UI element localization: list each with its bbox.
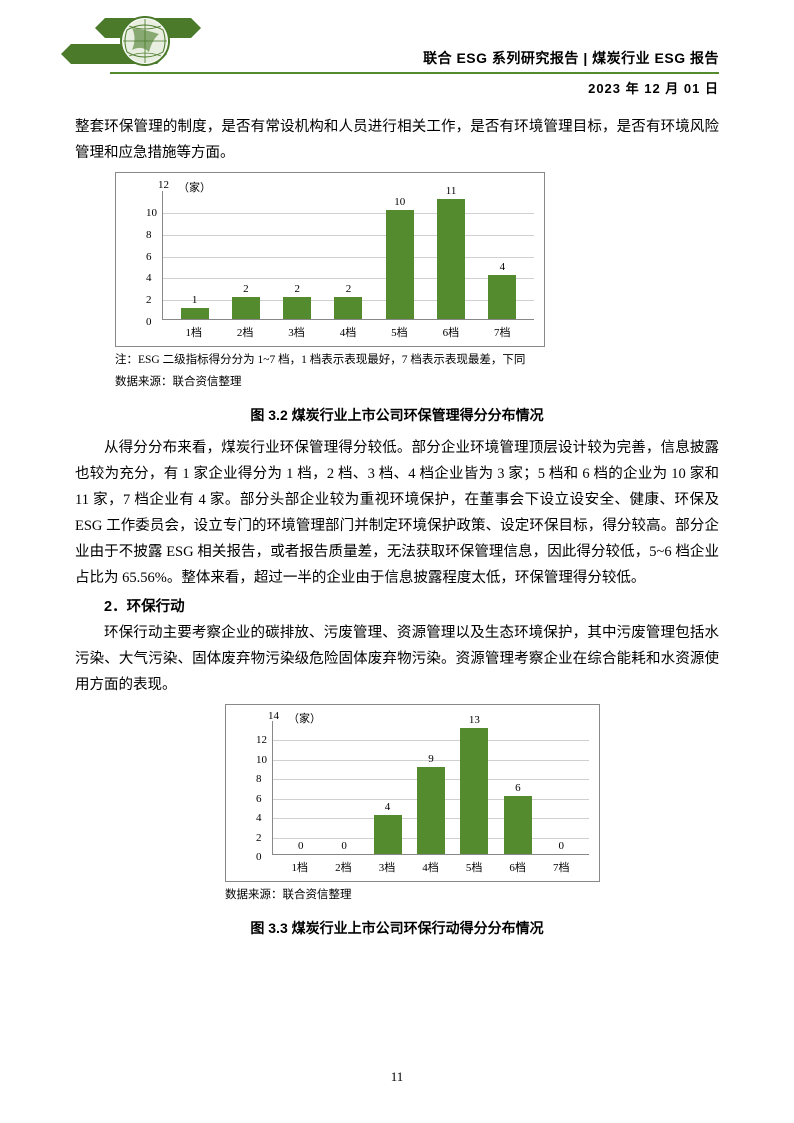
chart1-x-label: 1档 <box>168 324 219 340</box>
page-number: 11 <box>0 1069 794 1085</box>
chart2-ytick: 4 <box>256 812 595 824</box>
content: 整套环保管理的制度，是否有常设机构和人员进行相关工作，是否有环境管理目标，是否有… <box>75 112 719 938</box>
page-header: 联合 ESG 系列研究报告 | 煤炭行业 ESG 报告 2023 年 12 月 … <box>75 0 719 112</box>
chart1-y-unit-val: 12 <box>158 179 169 191</box>
chart1-ytick: 8 <box>146 229 540 241</box>
chart1-x-label: 4档 <box>322 324 373 340</box>
header-divider <box>110 72 719 74</box>
chart1-x-label: 2档 <box>219 324 270 340</box>
chart1-ytick: 10 <box>146 207 540 219</box>
chart1-bar-value: 11 <box>446 185 457 197</box>
chart2-ytick: 2 <box>256 832 595 844</box>
chart2-x-labels: 1档2档3档4档5档6档7档 <box>272 859 589 875</box>
chart-3-3-wrap: 14 （家） 00491360 024681012 1档2档3档4档5档6档7档 <box>115 704 719 882</box>
chart1-note-2: 数据来源：联合资信整理 <box>115 373 719 391</box>
chart2-note: 数据来源：联合资信整理 <box>225 886 719 904</box>
header-title-left: 联合 ESG 系列研究报告 <box>423 50 579 66</box>
chart2-x-label: 3档 <box>365 859 409 875</box>
chart1-x-label: 6档 <box>425 324 476 340</box>
chart1-ytick: 6 <box>146 251 540 263</box>
chart1-note-1: 注：ESG 二级指标得分分为 1~7 档，1 档表示表现最好，7 档表示表现最差… <box>115 351 719 369</box>
chart1-x-label: 5档 <box>374 324 425 340</box>
chart1-x-label: 3档 <box>271 324 322 340</box>
chart2-x-label: 6档 <box>496 859 540 875</box>
paragraph-1: 整套环保管理的制度，是否有常设机构和人员进行相关工作，是否有环境管理目标，是否有… <box>75 114 719 166</box>
caption-3-3: 图 3.3 煤炭行业上市公司环保行动得分分布情况 <box>75 918 719 938</box>
chart2-bar-value: 13 <box>469 714 480 726</box>
header-date: 2023 年 12 月 01 日 <box>588 78 719 97</box>
chart-3-2: 12 （家） 122210114 0246810 1档2档3档4档5档6档7档 <box>115 172 545 347</box>
chart2-x-label: 2档 <box>322 859 366 875</box>
paragraph-3: 环保行动主要考察企业的碳排放、污废管理、资源管理以及生态环境保护，其中污废管理包… <box>75 620 719 698</box>
chart-3-2-wrap: 12 （家） 122210114 0246810 1档2档3档4档5档6档7档 <box>115 172 719 347</box>
logo <box>37 10 225 72</box>
chart2-ytick: 6 <box>256 793 595 805</box>
chart1-x-labels: 1档2档3档4档5档6档7档 <box>162 324 534 340</box>
chart2-ytick: 12 <box>256 734 595 746</box>
chart2-ytick: 8 <box>256 773 595 785</box>
chart2-x-label: 4档 <box>409 859 453 875</box>
paragraph-2: 从得分分布来看，煤炭行业环保管理得分较低。部分企业环境管理顶层设计较为完善，信息… <box>75 435 719 591</box>
chart2-ytick: 10 <box>256 754 595 766</box>
chart2-x-label: 7档 <box>539 859 583 875</box>
chart1-x-label: 7档 <box>477 324 528 340</box>
chart1-ytick: 2 <box>146 294 540 306</box>
chart2-x-label: 1档 <box>278 859 322 875</box>
header-title-right: 煤炭行业 ESG 报告 <box>592 50 719 66</box>
chart-3-3: 14 （家） 00491360 024681012 1档2档3档4档5档6档7档 <box>225 704 600 882</box>
chart1-ytick: 4 <box>146 272 540 284</box>
chart2-x-label: 5档 <box>452 859 496 875</box>
header-title-sep: | <box>579 50 592 66</box>
header-title: 联合 ESG 系列研究报告 | 煤炭行业 ESG 报告 <box>423 48 719 68</box>
caption-3-2: 图 3.2 煤炭行业上市公司环保管理得分分布情况 <box>75 405 719 425</box>
subheading-2: 2．环保行动 <box>75 595 719 616</box>
